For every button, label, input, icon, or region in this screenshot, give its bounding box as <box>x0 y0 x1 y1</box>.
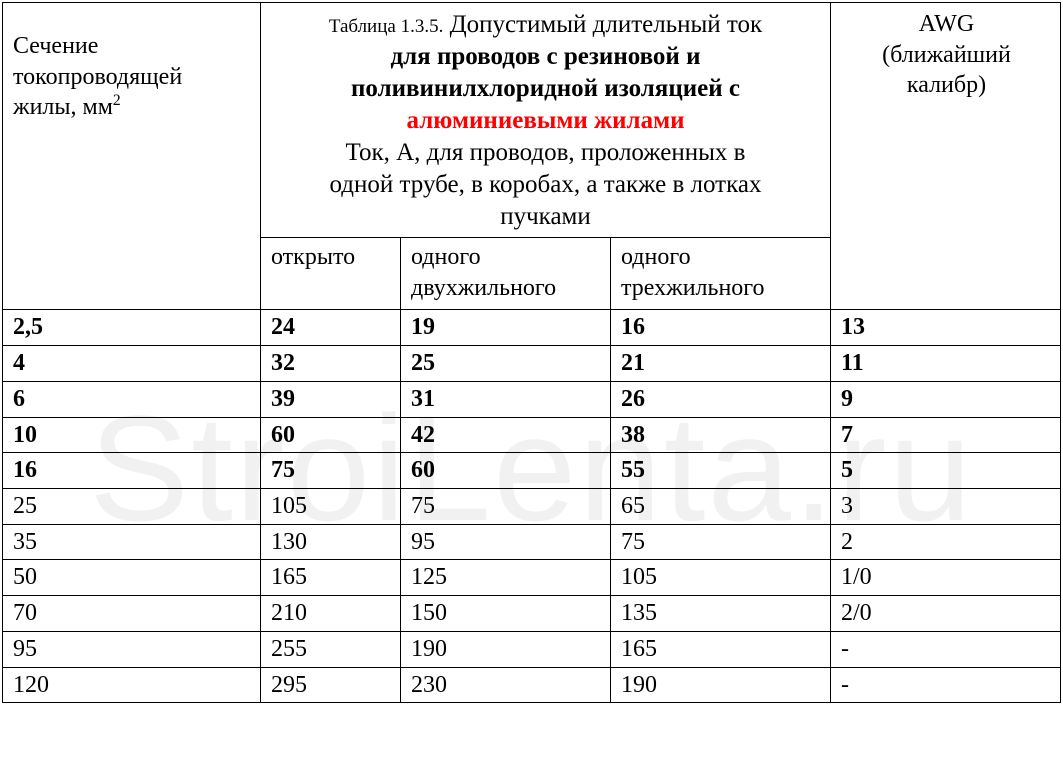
cell-section: 10 <box>3 417 261 453</box>
table-row: 432252111 <box>3 346 1061 382</box>
cell-two-core: 190 <box>401 631 611 667</box>
sub-two-l2: двухжильного <box>411 275 556 301</box>
cell-two-core: 230 <box>401 667 611 703</box>
cell-section: 2,5 <box>3 310 261 346</box>
cell-awg: 7 <box>831 417 1061 453</box>
cell-awg: - <box>831 631 1061 667</box>
col-header-title: Таблица 1.3.5. Допустимый длительный ток… <box>261 3 831 238</box>
cell-section: 120 <box>3 667 261 703</box>
cell-two-core: 42 <box>401 417 611 453</box>
sub-three-l2: трехжильного <box>621 275 765 301</box>
sub-header-three-core: одного трехжильного <box>611 238 831 310</box>
section-label-l3: жилы, мм <box>13 94 113 120</box>
cell-three-core: 16 <box>611 310 831 346</box>
cell-three-core: 190 <box>611 667 831 703</box>
cell-three-core: 55 <box>611 453 831 489</box>
cell-section: 50 <box>3 560 261 596</box>
cell-awg: - <box>831 667 1061 703</box>
cell-three-core: 26 <box>611 381 831 417</box>
section-label-l2: токопроводящей <box>13 64 182 90</box>
title-prefix: Таблица 1.3.5. <box>329 16 444 37</box>
cell-two-core: 75 <box>401 489 611 525</box>
cell-awg: 3 <box>831 489 1061 525</box>
sub-open-text: открыто <box>271 244 355 270</box>
table-row: 95255190165- <box>3 631 1061 667</box>
sub-header-open: открыто <box>261 238 401 310</box>
table-row: 702101501352/0 <box>3 596 1061 632</box>
title-line7: пучками <box>500 203 591 230</box>
awg-l1: AWG <box>919 11 974 37</box>
section-label-sup: 2 <box>113 92 121 109</box>
cell-two-core: 19 <box>401 310 611 346</box>
table-body: 2,52419161343225211163931269106042387167… <box>3 310 1061 703</box>
table-row: 106042387 <box>3 417 1061 453</box>
title-line2: для проводов с резиновой и <box>391 43 701 70</box>
awg-l3: калибр) <box>907 72 986 98</box>
sub-three-l1: одного <box>621 244 691 270</box>
cell-three-core: 21 <box>611 346 831 382</box>
cell-open: 39 <box>261 381 401 417</box>
cell-open: 165 <box>261 560 401 596</box>
sub-two-l1: одного <box>411 244 481 270</box>
cell-section: 6 <box>3 381 261 417</box>
cell-three-core: 165 <box>611 631 831 667</box>
cell-open: 105 <box>261 489 401 525</box>
section-label-l1: Сечение <box>13 33 98 59</box>
table-row: 63931269 <box>3 381 1061 417</box>
cell-open: 24 <box>261 310 401 346</box>
cell-open: 32 <box>261 346 401 382</box>
cell-three-core: 135 <box>611 596 831 632</box>
title-line4-red: алюминиевыми жилами <box>406 107 684 134</box>
cell-three-core: 65 <box>611 489 831 525</box>
cell-awg: 13 <box>831 310 1061 346</box>
cell-two-core: 95 <box>401 524 611 560</box>
cell-open: 130 <box>261 524 401 560</box>
cell-three-core: 38 <box>611 417 831 453</box>
title-line6: одной трубе, в коробах, а также в лотках <box>330 171 762 198</box>
ampacity-table: Сечение токопроводящей жилы, мм2 Таблица… <box>2 2 1061 703</box>
title-line1: Допустимый длительный ток <box>443 11 762 38</box>
col-header-section: Сечение токопроводящей жилы, мм2 <box>3 3 261 310</box>
table-row: 167560555 <box>3 453 1061 489</box>
title-line5: Ток, А, для проводов, проложенных в <box>346 139 746 166</box>
col-header-awg: AWG (ближайший калибр) <box>831 3 1061 310</box>
cell-two-core: 31 <box>401 381 611 417</box>
table-row: 2510575653 <box>3 489 1061 525</box>
table-row: 2,524191613 <box>3 310 1061 346</box>
cell-open: 255 <box>261 631 401 667</box>
cell-open: 210 <box>261 596 401 632</box>
cell-awg: 11 <box>831 346 1061 382</box>
sub-header-two-core: одного двухжильного <box>401 238 611 310</box>
cell-section: 16 <box>3 453 261 489</box>
cell-section: 25 <box>3 489 261 525</box>
cell-two-core: 150 <box>401 596 611 632</box>
cell-section: 70 <box>3 596 261 632</box>
table-container: Сечение токопроводящей жилы, мм2 Таблица… <box>0 2 1063 703</box>
cell-two-core: 125 <box>401 560 611 596</box>
cell-awg: 5 <box>831 453 1061 489</box>
cell-three-core: 75 <box>611 524 831 560</box>
cell-awg: 9 <box>831 381 1061 417</box>
title-line3: поливинилхлоридной изоляцией с <box>351 75 740 102</box>
cell-three-core: 105 <box>611 560 831 596</box>
table-row: 120295230190- <box>3 667 1061 703</box>
cell-awg: 2 <box>831 524 1061 560</box>
cell-awg: 2/0 <box>831 596 1061 632</box>
cell-open: 75 <box>261 453 401 489</box>
table-row: 3513095752 <box>3 524 1061 560</box>
cell-open: 295 <box>261 667 401 703</box>
cell-awg: 1/0 <box>831 560 1061 596</box>
awg-l2: (ближайший <box>882 42 1011 68</box>
cell-section: 4 <box>3 346 261 382</box>
cell-two-core: 25 <box>401 346 611 382</box>
cell-two-core: 60 <box>401 453 611 489</box>
cell-section: 95 <box>3 631 261 667</box>
cell-open: 60 <box>261 417 401 453</box>
cell-section: 35 <box>3 524 261 560</box>
table-row: 501651251051/0 <box>3 560 1061 596</box>
